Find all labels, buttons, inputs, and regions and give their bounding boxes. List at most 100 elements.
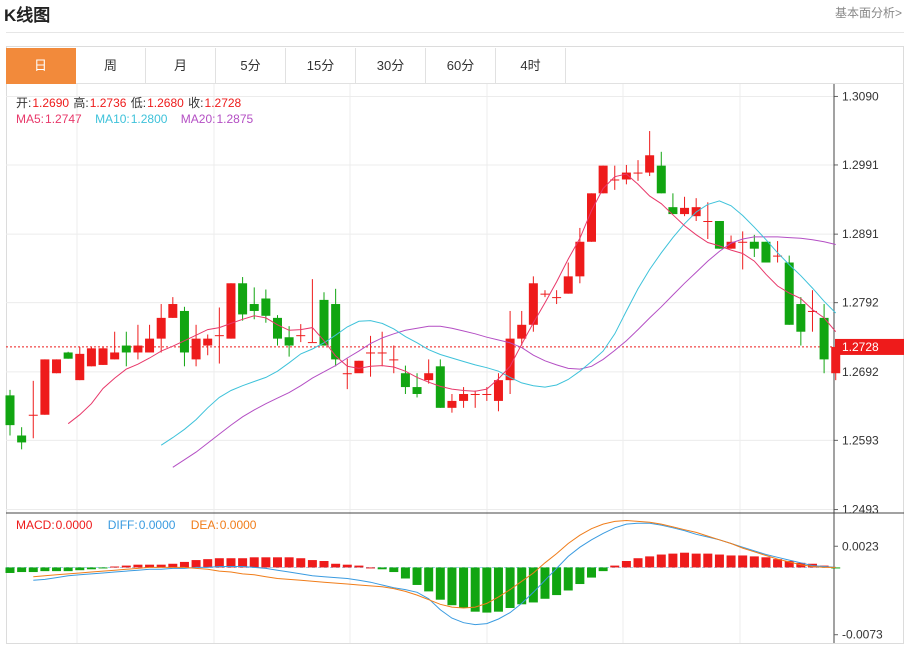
candle-body (470, 393, 480, 395)
price-tick-label: 1.3090 (842, 89, 879, 103)
price-tick-label: 1.2792 (842, 296, 879, 310)
macd-bar (412, 567, 422, 585)
candle-body (563, 276, 573, 294)
macd-bar (703, 553, 713, 568)
low-value: 1.2680 (147, 96, 184, 110)
candle-body (587, 193, 596, 242)
candle-body (366, 352, 376, 354)
candle-body (540, 293, 550, 295)
candle-body (435, 366, 445, 408)
candle-body (296, 335, 306, 337)
macd-bar (517, 567, 527, 605)
header-divider (6, 32, 904, 33)
candle-body (28, 414, 38, 416)
candle-body (761, 241, 771, 263)
macd-bar (773, 559, 783, 568)
macd-bar (296, 558, 306, 568)
ma20-line (172, 236, 836, 468)
price-tick-label: 1.2692 (842, 365, 879, 379)
tab-15min[interactable]: 15分 (286, 48, 356, 84)
macd-bar (272, 557, 282, 568)
candle-body (86, 348, 96, 367)
last-price-label: 1.2728 (842, 340, 879, 354)
macd-bar (86, 567, 96, 570)
ma5-label: MA5: (16, 112, 45, 126)
tabs-underline (566, 83, 904, 84)
candle-body (459, 393, 469, 401)
macd-bar (203, 559, 213, 568)
macd-bar (28, 567, 38, 573)
ohlc-readout: 开:1.2690 高:1.2736 低:1.2680 收:1.2728 (16, 94, 242, 111)
candle-body (412, 387, 422, 394)
diff-label: DIFF: (107, 518, 138, 532)
macd-bar (179, 561, 189, 568)
candle-body (284, 337, 294, 346)
macd-bar (691, 553, 701, 568)
macd-bar (656, 554, 666, 568)
macd-bar (214, 558, 224, 568)
open-label: 开: (16, 96, 32, 110)
candle-body (633, 172, 643, 174)
diff-line (33, 522, 836, 626)
candle-body (424, 373, 434, 381)
candle-body (319, 299, 329, 346)
macd-bar (831, 567, 841, 569)
macd-bar (528, 567, 538, 603)
candle-body (191, 338, 201, 360)
tab-30min[interactable]: 30分 (356, 48, 426, 84)
tab-month[interactable]: 月 (146, 48, 216, 84)
ma5-line (67, 173, 837, 425)
ma-readout: MA5:1.2747 MA10:1.2800 MA20:1.2875 (16, 112, 254, 126)
macd-bar (633, 558, 643, 568)
macd-bar (575, 567, 585, 585)
candle-body (17, 435, 27, 443)
tab-5min[interactable]: 5分 (216, 48, 286, 84)
candle-body (5, 395, 15, 426)
macd-label: MACD: (16, 518, 55, 532)
candle-body (703, 221, 713, 223)
candle-body (552, 297, 562, 299)
high-label: 高: (73, 96, 89, 110)
macd-bar (377, 567, 387, 570)
ma10-value: 1.2800 (130, 112, 168, 126)
candle-body (807, 310, 817, 312)
candle-body (517, 324, 527, 339)
tab-week[interactable]: 周 (76, 48, 146, 84)
tab-4hour[interactable]: 4时 (496, 48, 566, 84)
ma10-line (160, 200, 837, 446)
macd-bar (668, 553, 678, 568)
candle-body (831, 346, 841, 374)
candle-body (354, 360, 364, 374)
macd-bar (505, 567, 515, 608)
macd-readout: MACD:0.0000 DIFF:0.0000 DEA:0.0000 (16, 518, 257, 532)
macd-bar (145, 564, 155, 568)
candle-body (819, 317, 829, 360)
price-tick-label: 1.2493 (842, 503, 879, 517)
page-title: K线图 (4, 6, 51, 25)
candle-body (238, 283, 248, 315)
macd-bar (121, 565, 131, 568)
ma5-value: 1.2747 (45, 112, 82, 126)
macd-bar (238, 558, 248, 568)
macd-bar (319, 560, 329, 568)
candle-body (98, 348, 108, 365)
macd-value: 0.0000 (55, 518, 93, 532)
macd-bar (284, 557, 294, 568)
candle-body (796, 304, 806, 332)
fundamental-analysis-link[interactable]: 基本面分析> (834, 6, 902, 20)
candle-body (377, 352, 387, 354)
candle-body (784, 262, 794, 325)
macd-bar (738, 555, 748, 568)
dea-label: DEA: (190, 518, 219, 532)
candle-body (400, 373, 410, 388)
last-price-tag (835, 338, 904, 355)
price-tick-label: 1.2891 (842, 227, 879, 241)
tab-60min[interactable]: 60分 (426, 48, 496, 84)
tab-day[interactable]: 日 (6, 48, 76, 84)
candle-body (179, 310, 189, 353)
macd-bar (133, 564, 143, 568)
macd-bar (540, 567, 550, 599)
macd-bar (354, 565, 364, 568)
low-label: 低: (130, 96, 147, 110)
dea-line (33, 519, 836, 609)
